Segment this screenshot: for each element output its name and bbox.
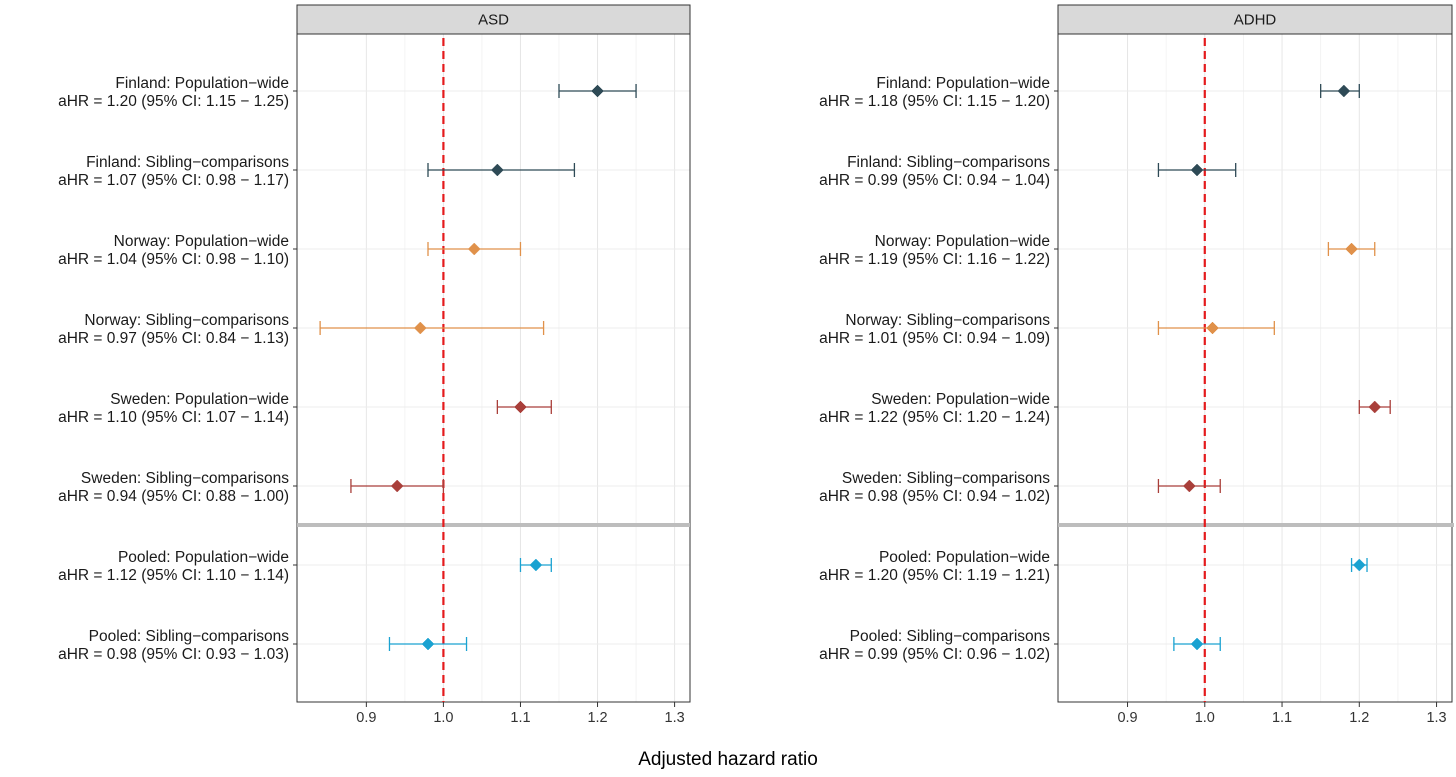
point-estimate-diamond xyxy=(421,637,435,651)
panel-title: ASD xyxy=(478,12,509,29)
row-stat-label: aHR = 1.20 (95% CI: 1.15 − 1.25) xyxy=(58,93,289,110)
panel-title: ADHD xyxy=(1234,12,1277,29)
row-stat-label: aHR = 1.18 (95% CI: 1.15 − 1.20) xyxy=(819,93,1050,110)
row-name-label: Sweden: Population−wide xyxy=(871,391,1050,408)
row-stat-label: aHR = 1.04 (95% CI: 0.98 − 1.10) xyxy=(58,251,289,268)
row-stat-label: aHR = 0.97 (95% CI: 0.84 − 1.13) xyxy=(58,330,289,347)
row-name-label: Norway: Population−wide xyxy=(875,233,1050,250)
point-estimate-diamond xyxy=(591,84,604,98)
row-name-label: Finland: Sibling−comparisons xyxy=(86,154,289,171)
row-name-label: Norway: Sibling−comparisons xyxy=(845,312,1050,329)
row-stat-label: aHR = 0.98 (95% CI: 0.93 − 1.03) xyxy=(58,646,289,663)
row-name-label: Norway: Population−wide xyxy=(114,233,289,250)
point-estimate-diamond xyxy=(413,321,427,335)
point-estimate-diamond xyxy=(1352,558,1366,572)
x-tick-label: 1.0 xyxy=(1195,710,1215,726)
row-stat-label: aHR = 0.94 (95% CI: 0.88 − 1.00) xyxy=(58,488,289,505)
panel-strip xyxy=(1057,4,1453,35)
row-name-label: Pooled: Population−wide xyxy=(879,549,1050,566)
panel-strip xyxy=(296,4,691,35)
point-estimate-diamond xyxy=(1182,479,1196,493)
x-tick-label: 1.2 xyxy=(587,710,607,726)
panel-background xyxy=(1057,33,1453,703)
row-stat-label: aHR = 1.10 (95% CI: 1.07 − 1.14) xyxy=(58,409,289,426)
row-name-label: Sweden: Sibling−comparisons xyxy=(81,470,289,487)
point-estimate-diamond xyxy=(1368,400,1382,414)
row-stat-label: aHR = 1.22 (95% CI: 1.20 − 1.24) xyxy=(819,409,1050,426)
row-stat-label: aHR = 0.99 (95% CI: 0.94 − 1.04) xyxy=(819,172,1050,189)
row-name-label: Pooled: Sibling−comparisons xyxy=(850,628,1051,645)
row-name-label: Sweden: Sibling−comparisons xyxy=(842,470,1050,487)
x-tick-label: 1.0 xyxy=(433,710,453,726)
x-tick-label: 1.2 xyxy=(1349,710,1369,726)
row-name-label: Finland: Sibling−comparisons xyxy=(847,154,1050,171)
row-stat-label: aHR = 1.12 (95% CI: 1.10 − 1.14) xyxy=(58,567,289,584)
point-estimate-diamond xyxy=(529,558,543,572)
row-stat-label: aHR = 1.20 (95% CI: 1.19 − 1.21) xyxy=(819,567,1050,584)
point-estimate-diamond xyxy=(1345,242,1358,256)
row-name-label: Norway: Sibling−comparisons xyxy=(84,312,289,329)
row-name-label: Finland: Population−wide xyxy=(876,75,1050,92)
panel-background xyxy=(296,33,691,703)
x-tick-label: 0.9 xyxy=(356,710,376,726)
row-stat-label: aHR = 0.98 (95% CI: 0.94 − 1.02) xyxy=(819,488,1050,505)
point-estimate-diamond xyxy=(467,242,481,256)
x-tick-label: 0.9 xyxy=(1117,710,1137,726)
row-stat-label: aHR = 1.19 (95% CI: 1.16 − 1.22) xyxy=(819,251,1050,268)
row-stat-label: aHR = 1.01 (95% CI: 0.94 − 1.09) xyxy=(819,330,1050,347)
point-estimate-diamond xyxy=(390,479,404,493)
x-tick-label: 1.3 xyxy=(1426,710,1446,726)
point-estimate-diamond xyxy=(490,163,504,177)
point-estimate-diamond xyxy=(1190,637,1204,651)
point-estimate-diamond xyxy=(1337,84,1351,98)
x-axis-title: Adjusted hazard ratio xyxy=(638,749,818,770)
x-tick-label: 1.3 xyxy=(665,710,685,726)
row-stat-label: aHR = 1.07 (95% CI: 0.98 − 1.17) xyxy=(58,172,289,189)
point-estimate-diamond xyxy=(1190,163,1204,177)
x-tick-label: 1.1 xyxy=(510,710,530,726)
row-name-label: Pooled: Population−wide xyxy=(118,549,289,566)
row-name-label: Pooled: Sibling−comparisons xyxy=(89,628,290,645)
point-estimate-diamond xyxy=(1206,321,1219,335)
row-name-label: Sweden: Population−wide xyxy=(110,391,289,408)
point-estimate-diamond xyxy=(514,400,527,414)
row-name-label: Finland: Population−wide xyxy=(115,75,289,92)
x-tick-label: 1.1 xyxy=(1272,710,1292,726)
row-stat-label: aHR = 0.99 (95% CI: 0.96 − 1.02) xyxy=(819,646,1050,663)
